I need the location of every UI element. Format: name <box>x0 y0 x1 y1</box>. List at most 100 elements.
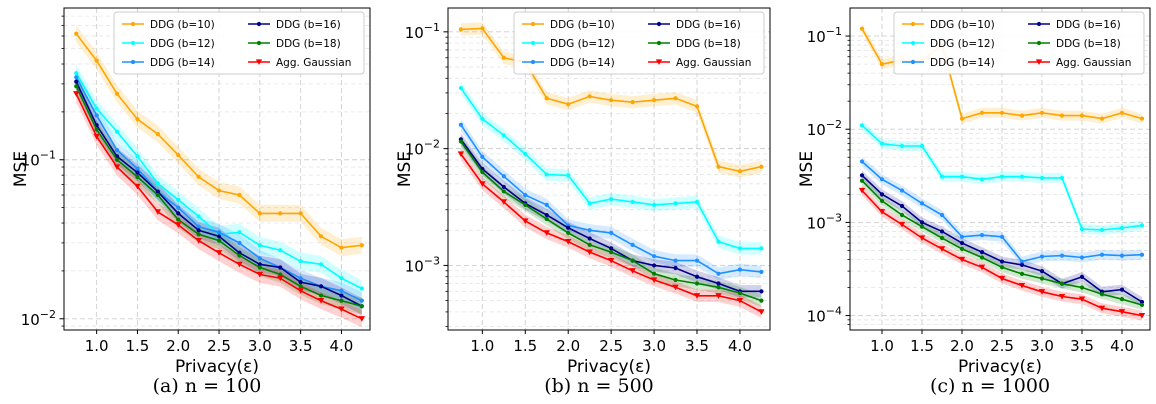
data-point <box>673 96 678 101</box>
data-point <box>630 199 635 204</box>
x-tick-label: 1.0 <box>870 337 894 355</box>
data-point <box>216 234 222 239</box>
data-point <box>1119 253 1125 258</box>
data-point <box>215 250 223 256</box>
confidence-band-2 <box>76 68 362 310</box>
data-point <box>999 110 1005 115</box>
data-point <box>919 220 925 225</box>
y-tick-label: 10−2 <box>807 118 842 139</box>
confidence-band-4 <box>460 135 762 307</box>
data-point <box>879 198 885 204</box>
data-point <box>1019 262 1025 267</box>
data-point <box>673 258 678 263</box>
data-point <box>609 250 614 255</box>
data-point <box>566 230 571 235</box>
data-point <box>458 139 463 144</box>
data-point <box>339 298 344 303</box>
data-point <box>359 298 364 303</box>
data-point <box>237 192 242 198</box>
data-point <box>609 98 614 103</box>
chart-panel-1: 1.0 1.5 2.0 2.5 3.0 3.5 4.010−310−210−1Privacy… <box>395 7 771 397</box>
x-tick-label: 1.5 <box>513 337 537 355</box>
legend: DDG (b=10) DDG (b=16) DDG (b=12) DDG (b=18)… <box>513 11 765 75</box>
data-point <box>587 242 592 247</box>
data-point <box>278 265 283 270</box>
data-point <box>979 177 985 182</box>
legend-marker <box>130 59 136 65</box>
data-point <box>899 143 905 149</box>
data-point <box>196 224 201 229</box>
data-point <box>196 214 201 219</box>
legend-item: Agg. Gaussian <box>648 57 751 69</box>
data-point <box>73 91 80 97</box>
data-point <box>114 91 120 96</box>
data-point <box>859 123 865 128</box>
legend-label: Agg. Gaussian <box>676 57 751 69</box>
data-point <box>458 122 463 127</box>
data-point <box>759 298 764 303</box>
legend-label: DDG (b=10) <box>550 19 615 31</box>
legend-label: DDG (b=18) <box>1056 38 1121 50</box>
legend-marker <box>530 40 536 46</box>
y-tick-label: 10−1 <box>807 25 842 46</box>
data-point <box>939 229 945 234</box>
data-point <box>759 289 764 294</box>
data-point <box>176 152 181 158</box>
data-point <box>673 201 678 206</box>
y-tick-label: 10−2 <box>21 308 56 329</box>
data-point <box>1098 305 1106 312</box>
x-tick-label: 1.5 <box>910 337 934 355</box>
data-point <box>176 205 181 210</box>
data-point <box>565 238 572 245</box>
data-point <box>1018 282 1026 289</box>
legend-marker <box>910 59 916 65</box>
data-point <box>74 31 79 36</box>
legend-label: Agg. Gaussian <box>1056 57 1131 69</box>
legend-item: DDG (b=18) <box>1028 38 1121 50</box>
data-point <box>256 271 264 278</box>
legend-marker <box>910 21 916 27</box>
legend-label: DDG (b=14) <box>930 57 995 69</box>
data-point <box>317 298 325 304</box>
data-point <box>629 268 636 274</box>
data-point <box>958 256 966 263</box>
data-point <box>216 230 222 235</box>
data-point <box>500 199 508 205</box>
data-point <box>257 265 262 270</box>
data-point <box>236 261 243 268</box>
data-point <box>959 234 965 239</box>
data-point <box>298 211 303 216</box>
data-point <box>1059 113 1065 118</box>
data-point <box>544 212 549 218</box>
data-point <box>716 281 721 286</box>
legend-label: DDG (b=12) <box>550 38 615 50</box>
legend-label: DDG (b=18) <box>676 38 741 50</box>
data-point <box>959 116 965 121</box>
data-point <box>736 297 744 304</box>
data-point <box>480 26 485 31</box>
data-point <box>1059 281 1065 286</box>
legend-label: DDG (b=16) <box>676 19 741 31</box>
data-point <box>176 197 181 202</box>
data-point <box>959 240 965 246</box>
data-point <box>458 27 463 32</box>
data-point <box>1139 302 1145 308</box>
data-point <box>587 201 592 206</box>
data-point <box>216 238 222 243</box>
confidence-band-5 <box>460 147 762 319</box>
data-point <box>999 259 1005 264</box>
data-point <box>630 100 635 105</box>
data-point <box>94 106 99 111</box>
data-point <box>1059 253 1065 258</box>
x-tick-label: 2.5 <box>599 337 623 355</box>
data-point <box>1119 110 1125 115</box>
data-point <box>457 151 465 157</box>
data-point <box>1039 254 1045 259</box>
data-point <box>879 61 885 67</box>
legend-marker <box>530 59 536 65</box>
legend-item: DDG (b=10) <box>902 19 995 31</box>
data-point <box>586 249 593 256</box>
data-point <box>135 166 140 171</box>
chart-panel-0: 1.0 1.5 2.0 2.5 3.0 3.5 4.010−210−1Privacy(ε)M… <box>11 7 371 397</box>
x-tick-label: 3.0 <box>642 337 666 355</box>
